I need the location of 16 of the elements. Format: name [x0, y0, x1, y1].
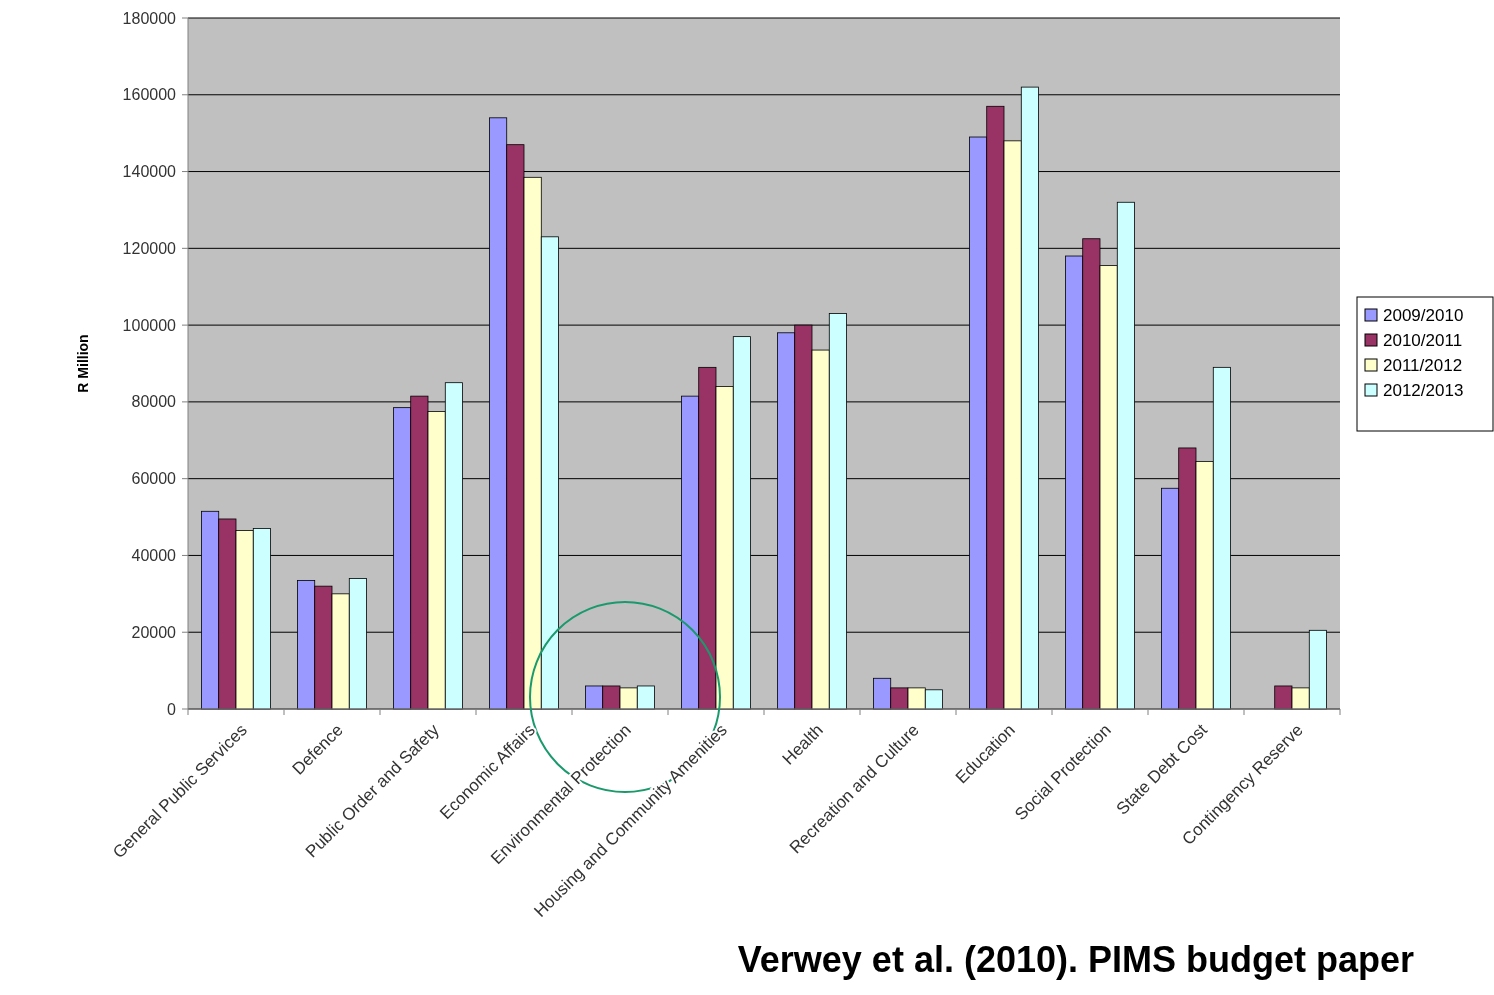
y-tick-label: 120000 [122, 239, 177, 257]
legend-label: 2010/2011 [1383, 330, 1463, 350]
y-tick-label: 60000 [131, 470, 177, 488]
text: Verwey et al. (2010). PIMS budget paper [737, 939, 1414, 980]
y-tick-label: 0 [167, 700, 177, 718]
y-tick-label: 100000 [122, 316, 177, 334]
legend-label: 2009/2010 [1383, 305, 1464, 325]
y-tick-label: 20000 [131, 623, 177, 641]
y-tick-label: 40000 [131, 547, 177, 565]
y-tick-label: 180000 [122, 9, 177, 27]
y-tick-label: 160000 [122, 86, 177, 104]
y-tick-label: 140000 [122, 163, 177, 181]
legend-label: 2011/2012 [1383, 355, 1463, 375]
y-tick-label: 80000 [131, 393, 177, 411]
legend-label: 2012/2013 [1383, 380, 1464, 400]
y-axis-title: R Million [75, 334, 91, 393]
